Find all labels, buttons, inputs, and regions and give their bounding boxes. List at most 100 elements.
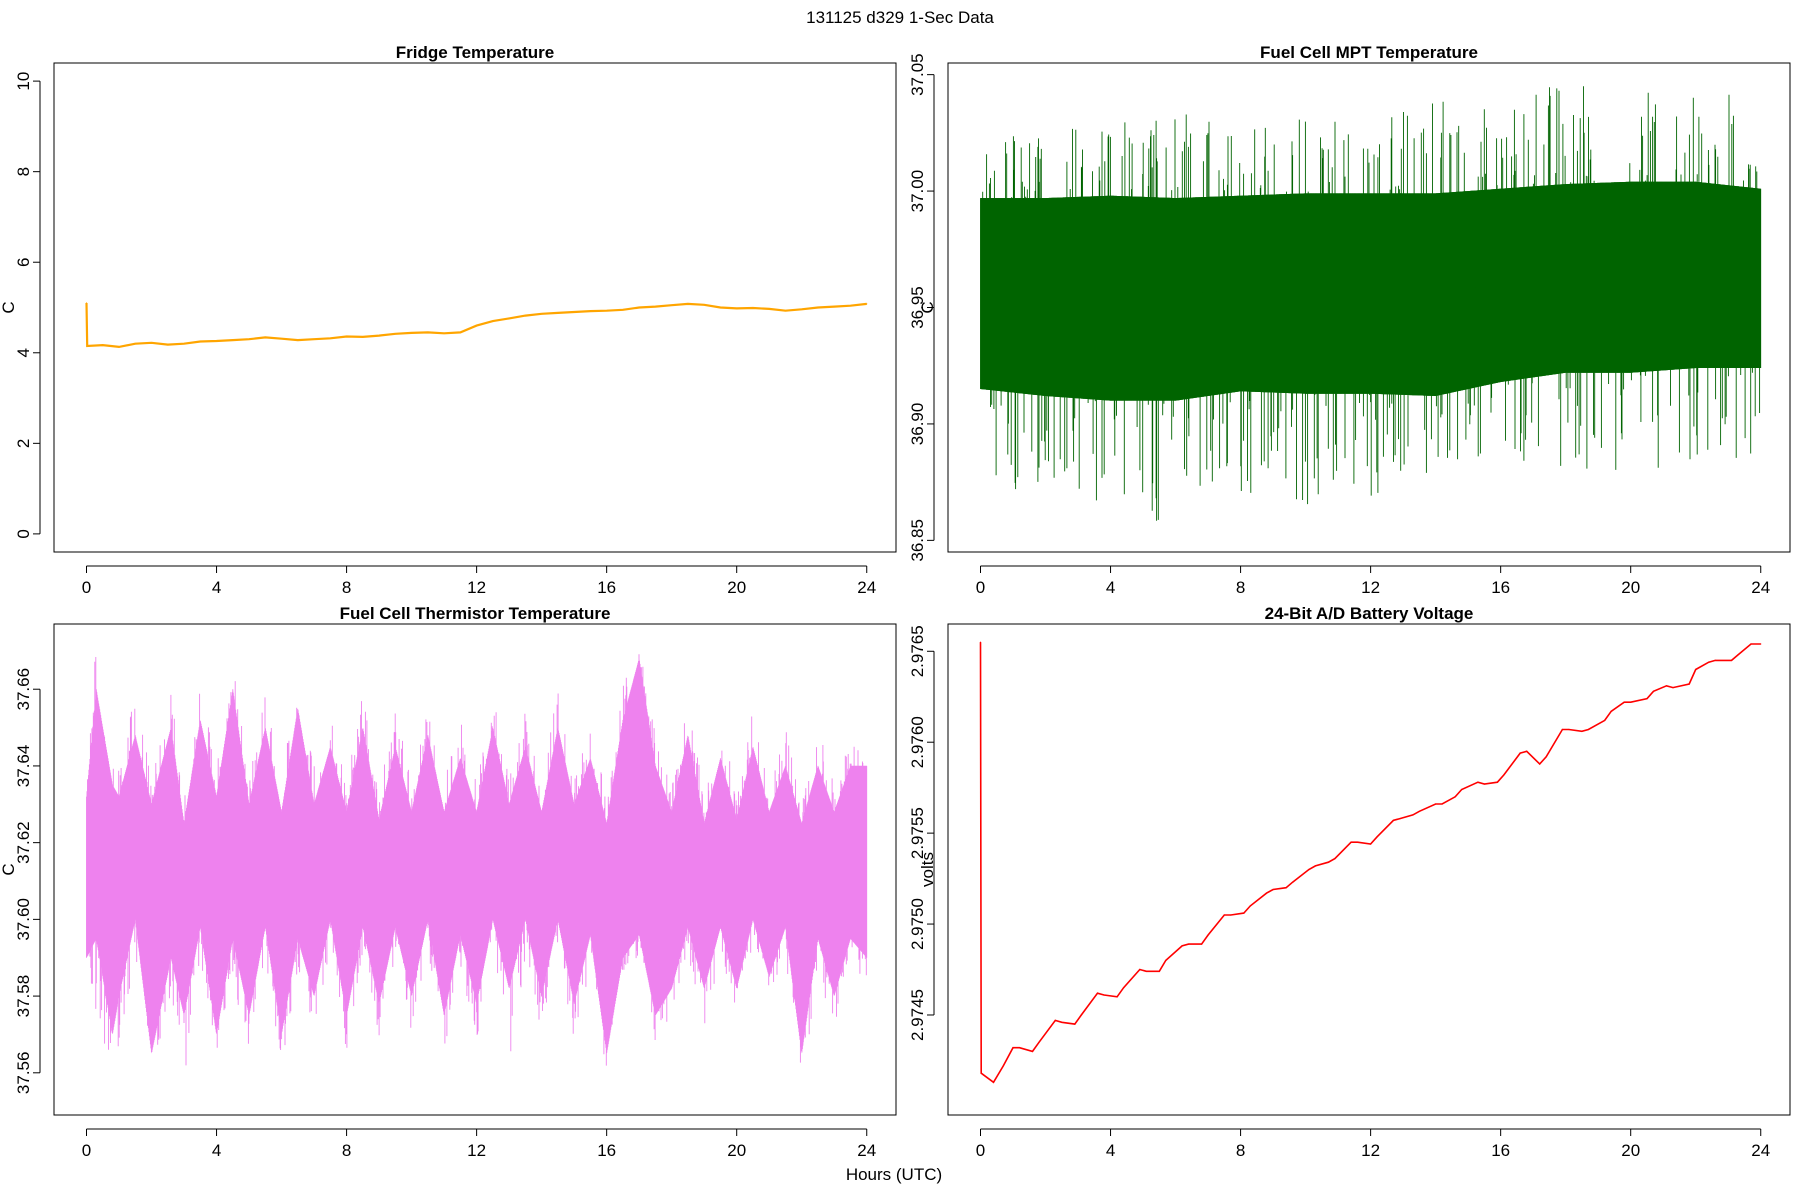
data-point: [1760, 643, 1762, 645]
chart-title: 24-Bit A/D Battery Voltage: [1265, 604, 1474, 623]
data-point: [1327, 861, 1329, 863]
plot-frame: [53, 623, 897, 1116]
x-tick-label: 0: [976, 578, 985, 597]
x-tick-label: 12: [1361, 1141, 1380, 1160]
data-point: [541, 313, 543, 315]
data-point: [654, 306, 657, 308]
data-point: [1412, 814, 1414, 816]
data-point: [1604, 719, 1606, 722]
y-tick-label: 2.9745: [908, 989, 927, 1041]
data-point: [833, 306, 835, 308]
x-tick-label: 20: [1621, 578, 1640, 597]
data-point: [1038, 1041, 1040, 1043]
data-point: [557, 312, 559, 314]
chart-panel-4: 24-Bit A/D Battery Voltage 0 4 8 12 16 20 24 2.9…: [908, 604, 1791, 1160]
data-point: [1526, 750, 1528, 752]
data-point: [671, 304, 673, 306]
data-point: [768, 308, 770, 310]
data-point: [1334, 858, 1336, 860]
data-point: [248, 338, 250, 340]
data-point: [459, 331, 461, 333]
data-point: [1399, 818, 1401, 820]
data-point: [1165, 959, 1167, 962]
y-tick-label: 36.90: [908, 403, 927, 446]
data-point: [817, 306, 819, 309]
data-point: [1370, 843, 1372, 845]
data-point: [297, 339, 299, 341]
data-point: [199, 340, 201, 343]
x-tick-label: 8: [1236, 578, 1245, 597]
y-tick-label: 37.60: [14, 898, 33, 941]
data-point: [1357, 841, 1359, 843]
x-tick-label: 16: [1491, 1141, 1510, 1160]
y-axis-label: C: [918, 301, 937, 313]
data-point: [1581, 730, 1583, 732]
data-point: [801, 308, 803, 310]
y-tick-label: 2: [14, 439, 33, 448]
data-point: [1503, 774, 1505, 776]
data-point: [1292, 881, 1294, 883]
data-point: [1750, 643, 1752, 645]
data-point: [362, 336, 364, 338]
data-point: [1714, 659, 1716, 662]
data-point: [703, 304, 705, 306]
y-tick-label: 2.9755: [908, 807, 927, 859]
data-point: [1031, 1050, 1034, 1052]
x-tick-label: 8: [342, 1141, 351, 1160]
data-point: [183, 343, 185, 345]
data-point: [1230, 914, 1232, 916]
x-tick-label: 20: [1621, 1141, 1640, 1160]
series-mean-line: [980, 274, 1761, 297]
data-point: [606, 310, 608, 312]
data-point: [1018, 1047, 1021, 1049]
data-point: [1123, 987, 1125, 989]
data-point: [622, 309, 624, 311]
chart-panel-3: Fuel Cell Thermistor Temperature 0 4 8 12 16 2…: [0, 604, 897, 1160]
y-tick-label: 4: [14, 348, 33, 357]
y-tick-label: 10: [14, 72, 33, 91]
data-point: [281, 338, 283, 340]
y-tick-label: 0: [14, 529, 33, 538]
x-tick-label: 0: [82, 1141, 91, 1160]
x-tick-label: 16: [1491, 578, 1510, 597]
x-tick-label: 12: [467, 1141, 486, 1160]
data-point: [1139, 968, 1141, 971]
data-point: [1652, 690, 1655, 692]
data-point: [85, 302, 88, 304]
series-line-fridge-temperature: [85, 302, 867, 349]
y-tick-label: 37.64: [14, 745, 33, 788]
data-point: [394, 333, 396, 335]
data-point: [167, 344, 169, 346]
data-point: [1012, 1047, 1014, 1049]
x-tick-label: 8: [1236, 1141, 1245, 1160]
data-point: [329, 337, 331, 339]
y-tick-label: 8: [14, 167, 33, 176]
data-point: [427, 331, 429, 333]
data-point: [849, 305, 852, 307]
data-point: [736, 307, 738, 309]
data-point: [1695, 668, 1697, 671]
data-point: [980, 1072, 982, 1074]
data-point: [1096, 992, 1099, 994]
data-point: [443, 332, 445, 334]
data-point: [1688, 683, 1690, 685]
data-point: [589, 310, 592, 312]
data-point: [1483, 783, 1485, 785]
data-point: [524, 315, 527, 317]
series-band-core: [980, 181, 1761, 401]
y-axis-label: volts: [918, 852, 937, 887]
data-point: [1418, 810, 1420, 812]
data-point: [1730, 659, 1733, 662]
data-point: [1539, 763, 1541, 765]
data-point: [1376, 836, 1378, 838]
series-line-24-bit-a-d-battery-voltage: [979, 642, 1761, 1084]
y-tick-label: 36.85: [908, 519, 927, 562]
data-point: [150, 342, 153, 344]
chart-title: Fridge Temperature: [396, 43, 554, 62]
data-point: [1630, 701, 1632, 703]
x-tick-label: 8: [342, 578, 351, 597]
data-point: [1080, 1014, 1082, 1016]
data-point: [638, 306, 640, 309]
data-point: [1737, 654, 1739, 656]
data-point: [346, 335, 348, 338]
